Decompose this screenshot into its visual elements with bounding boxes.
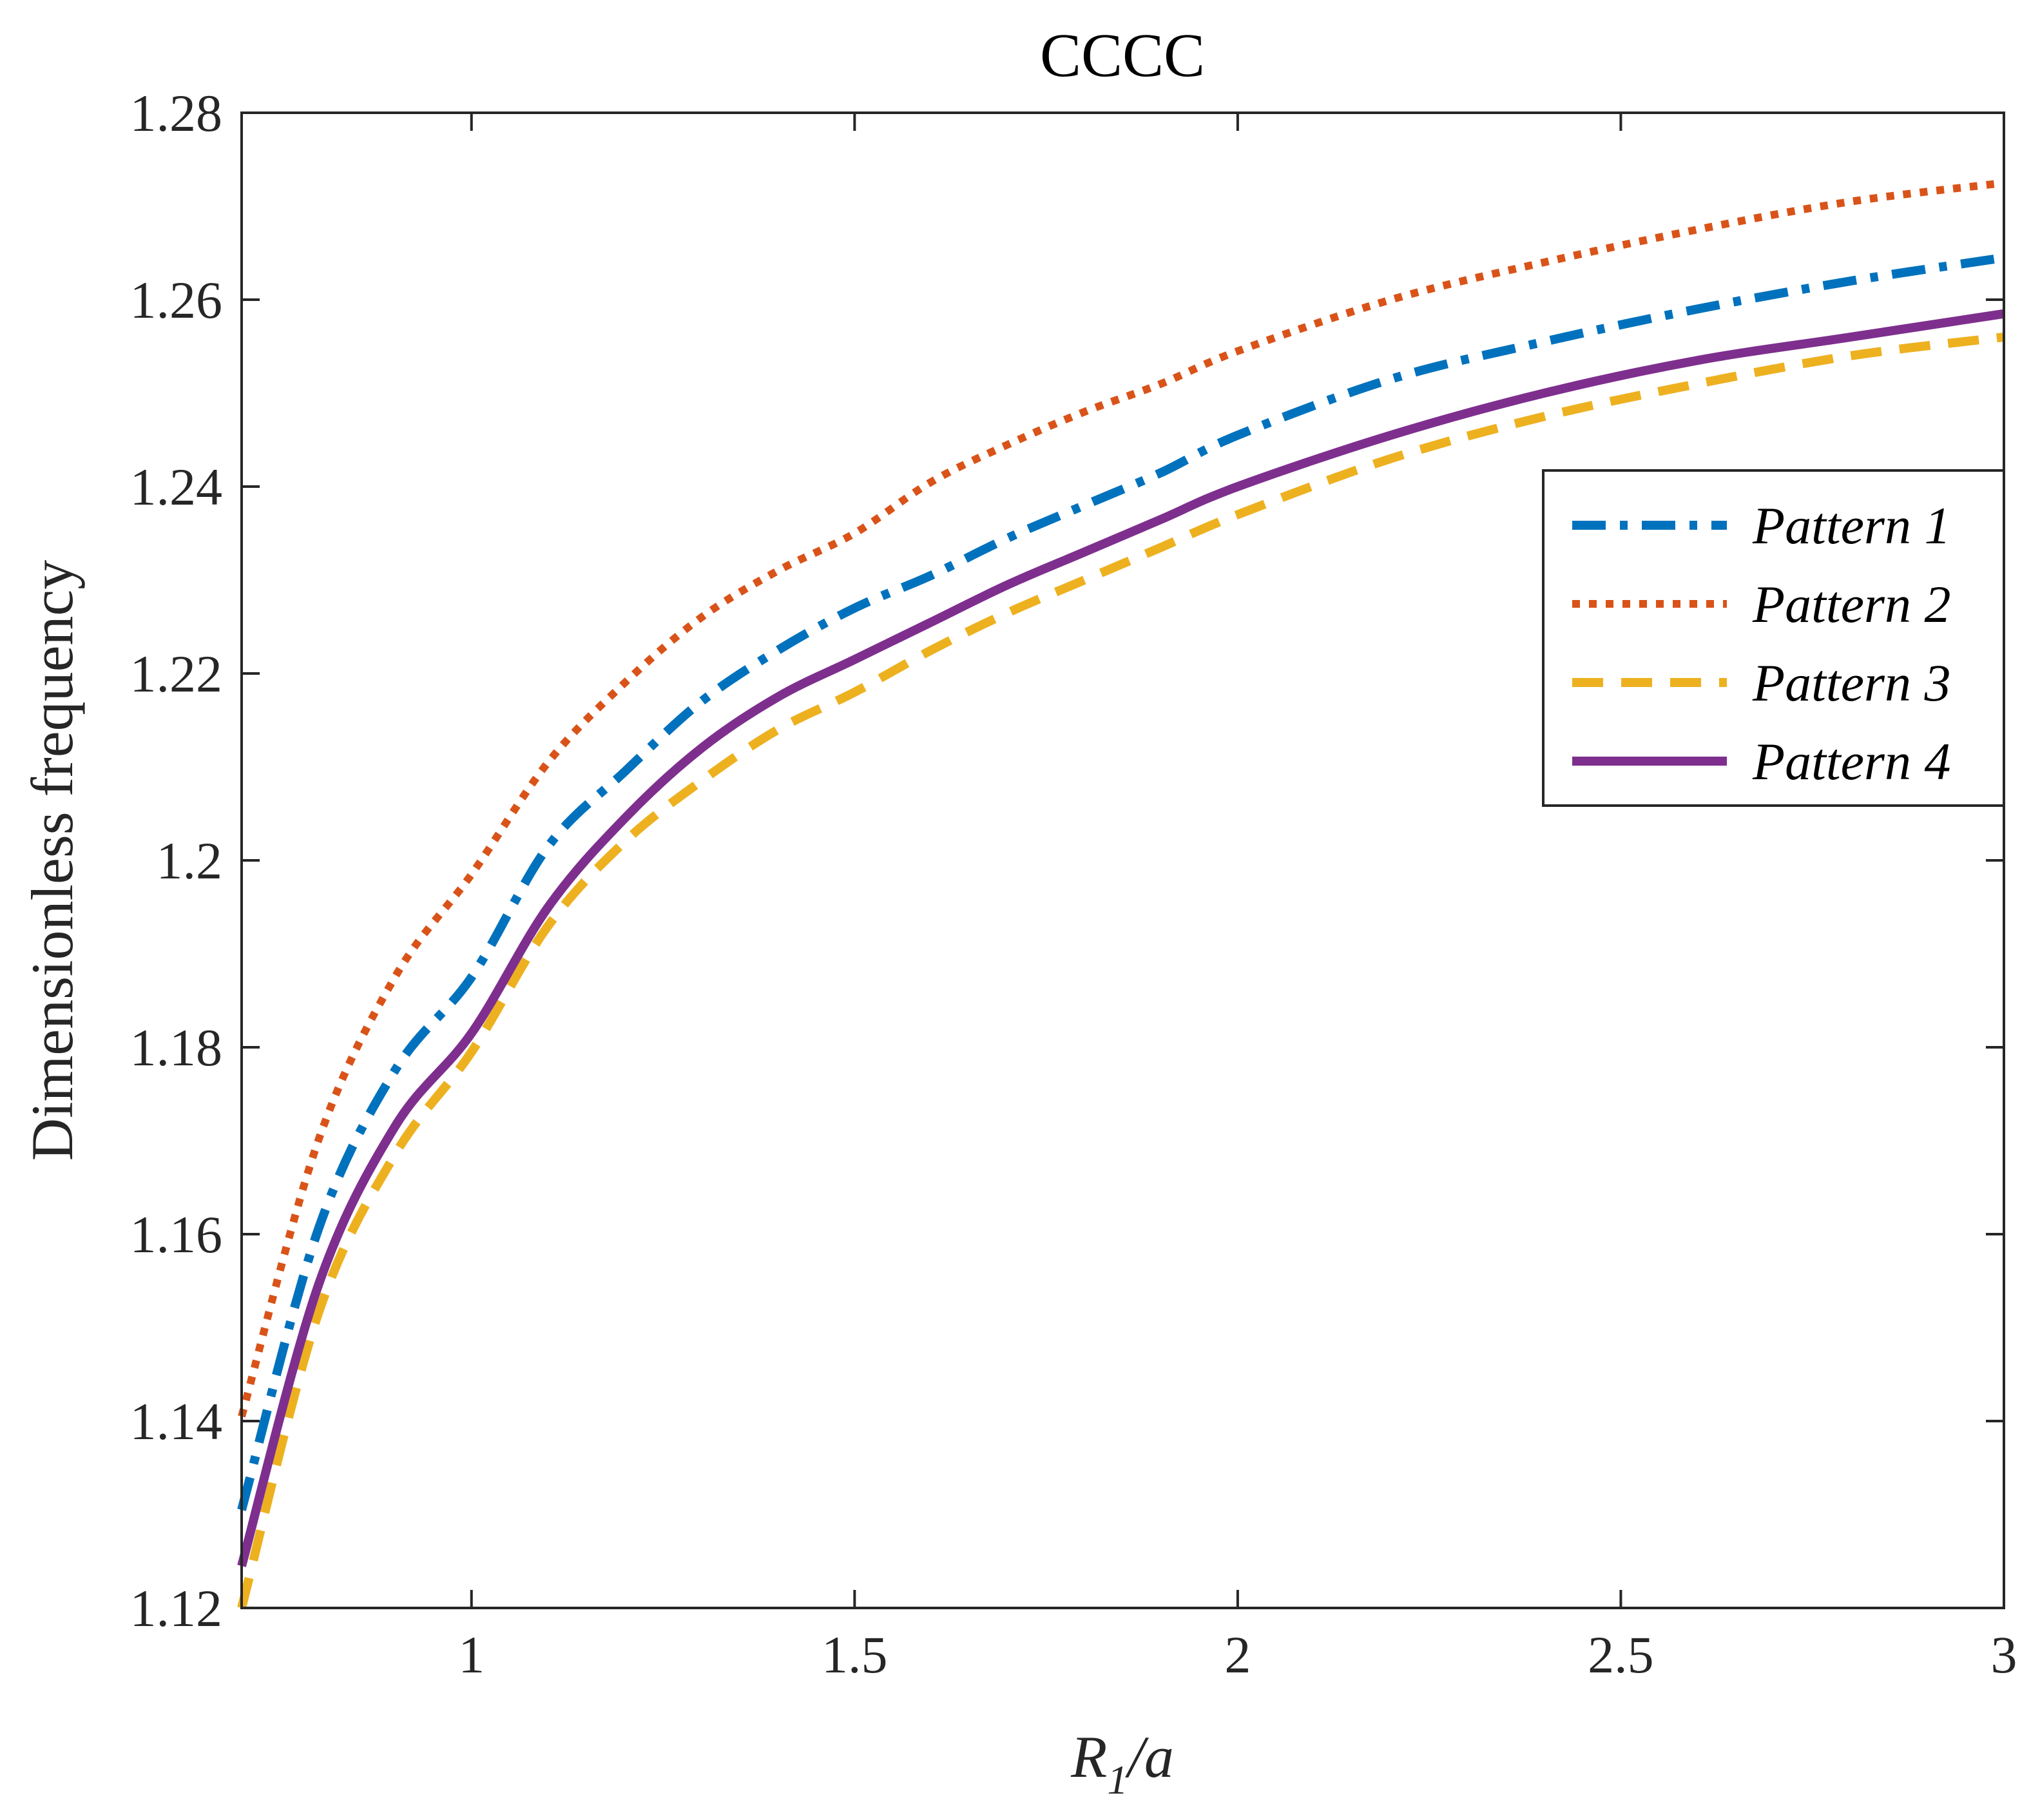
legend: Pattern 1 Pattern 2 Pattern 3 Pattern 4: [1542, 469, 2005, 807]
y-tick-label: 1.14: [130, 1392, 223, 1451]
x-tick-label: 2.5: [1588, 1625, 1654, 1684]
series-line-pattern-2: [238, 179, 2005, 1418]
y-tick-label: 1.22: [130, 644, 223, 703]
legend-label-pattern-4: Pattern 4: [1752, 732, 1950, 791]
x-axis-label-subscript: 1: [1107, 1757, 1128, 1803]
x-tick-label: 1.5: [822, 1625, 888, 1684]
y-axis-label: Dimensionless frequency: [19, 560, 85, 1161]
tick-layer: 1 1.5 2 2.5 3 1.12 1.14 1.16 1.18 1.2 1.22 1.24 1.26…: [130, 84, 2017, 1684]
x-tick-label: 3: [1991, 1625, 2017, 1684]
plot-area: [242, 113, 2004, 1608]
series-line-pattern-4: [237, 309, 2005, 1567]
y-tick-label: 1.16: [130, 1205, 223, 1264]
y-tick-label: 1.18: [130, 1018, 223, 1077]
series-line-pattern-1: [237, 253, 2005, 1511]
y-tick-label: 1.12: [130, 1579, 223, 1638]
y-tick-label: 1.28: [130, 84, 223, 142]
x-axis-label: R1/a: [1070, 1724, 1174, 1803]
chart-title: CCCC: [1040, 21, 1205, 90]
legend-label-pattern-1: Pattern 1: [1752, 496, 1950, 555]
axes-box: [240, 111, 2005, 1609]
series-line-pattern-3: [237, 333, 2005, 1609]
y-tick-label: 1.2: [157, 831, 223, 890]
y-tick-label: 1.26: [130, 271, 223, 329]
series-layer: [237, 179, 2005, 1609]
legend-label-pattern-3: Pattern 3: [1752, 653, 1950, 712]
x-axis-label-rest: /a: [1124, 1724, 1174, 1790]
x-tick-label: 2: [1224, 1625, 1251, 1684]
y-tick-label: 1.24: [130, 458, 223, 516]
x-axis-label-main: R: [1070, 1724, 1107, 1790]
x-tick-label: 1: [458, 1625, 485, 1684]
legend-label-pattern-2: Pattern 2: [1752, 575, 1950, 634]
